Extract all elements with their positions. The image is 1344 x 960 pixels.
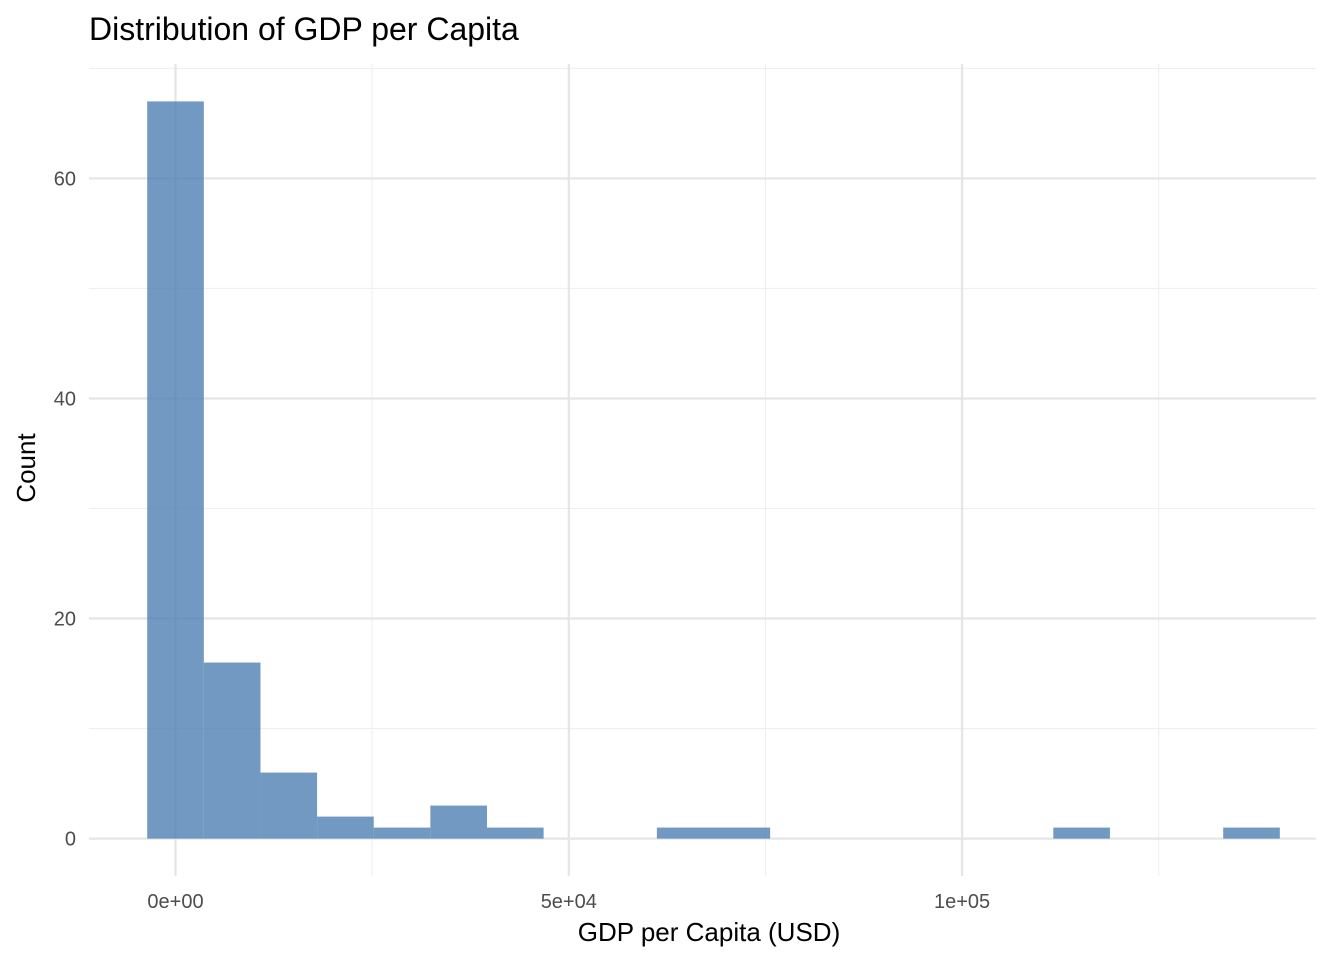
histogram-bar-4: [373, 827, 431, 839]
minor-gridlines: [89, 64, 1316, 876]
histogram-bar-5: [430, 805, 487, 839]
histogram-bar-19: [1223, 827, 1280, 839]
y-axis-tick-labels: 0 20 40 60: [54, 168, 76, 850]
histogram-bars: [147, 101, 1280, 839]
x-tick-label-2: 1e+05: [934, 891, 990, 913]
chart-title: Distribution of GDP per Capita: [89, 11, 519, 47]
x-tick-label-1: 5e+04: [541, 891, 597, 913]
y-tick-label-3: 60: [54, 168, 76, 190]
major-gridlines: [89, 64, 1316, 876]
x-axis-tick-labels: 0e+00 5e+04 1e+05: [147, 891, 990, 913]
x-tick-label-0: 0e+00: [147, 891, 203, 913]
y-tick-label-2: 40: [54, 388, 76, 410]
histogram-bar-16: [1053, 827, 1110, 839]
histogram-bar-2: [260, 772, 318, 839]
histogram-bar-1: [203, 662, 261, 839]
y-tick-label-1: 20: [54, 609, 76, 631]
y-tick-label-0: 0: [65, 829, 76, 851]
y-axis-title: Count: [11, 433, 41, 503]
histogram-bar-0: [147, 101, 204, 839]
histogram-bar-3: [317, 816, 374, 839]
histogram-bar-9: [656, 827, 714, 839]
histogram-bar-6: [486, 827, 544, 839]
histogram-bar-10: [713, 827, 771, 839]
x-axis-title: GDP per Capita (USD): [578, 917, 841, 947]
